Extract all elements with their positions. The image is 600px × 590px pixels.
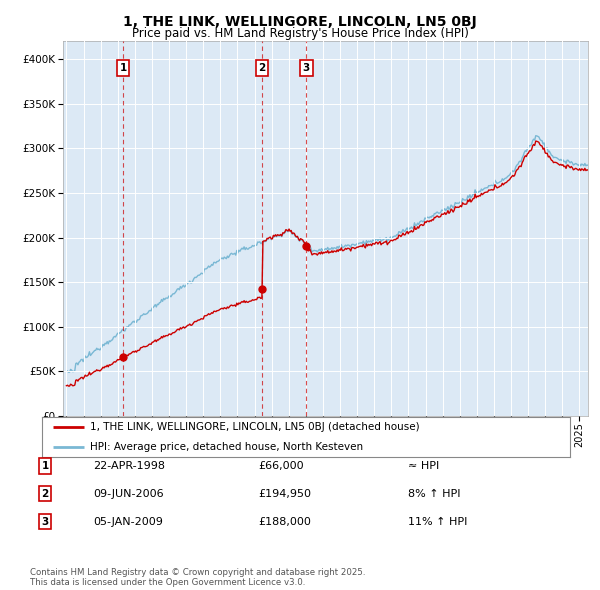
Text: 3: 3 xyxy=(41,517,49,526)
Text: 2: 2 xyxy=(259,63,266,73)
Text: 1, THE LINK, WELLINGORE, LINCOLN, LN5 0BJ: 1, THE LINK, WELLINGORE, LINCOLN, LN5 0B… xyxy=(123,15,477,29)
Text: 05-JAN-2009: 05-JAN-2009 xyxy=(93,517,163,526)
Text: £188,000: £188,000 xyxy=(258,517,311,526)
Text: ≈ HPI: ≈ HPI xyxy=(408,461,439,471)
Text: Price paid vs. HM Land Registry's House Price Index (HPI): Price paid vs. HM Land Registry's House … xyxy=(131,27,469,40)
Text: 8% ↑ HPI: 8% ↑ HPI xyxy=(408,489,461,499)
Text: £66,000: £66,000 xyxy=(258,461,304,471)
Text: 2: 2 xyxy=(41,489,49,499)
Text: £194,950: £194,950 xyxy=(258,489,311,499)
Text: 1, THE LINK, WELLINGORE, LINCOLN, LN5 0BJ (detached house): 1, THE LINK, WELLINGORE, LINCOLN, LN5 0B… xyxy=(89,422,419,432)
Text: Contains HM Land Registry data © Crown copyright and database right 2025.
This d: Contains HM Land Registry data © Crown c… xyxy=(30,568,365,587)
Text: 09-JUN-2006: 09-JUN-2006 xyxy=(93,489,164,499)
Text: 11% ↑ HPI: 11% ↑ HPI xyxy=(408,517,467,526)
Text: 3: 3 xyxy=(303,63,310,73)
Text: 1: 1 xyxy=(41,461,49,471)
Text: 1: 1 xyxy=(119,63,127,73)
Text: HPI: Average price, detached house, North Kesteven: HPI: Average price, detached house, Nort… xyxy=(89,442,362,452)
Text: 22-APR-1998: 22-APR-1998 xyxy=(93,461,165,471)
